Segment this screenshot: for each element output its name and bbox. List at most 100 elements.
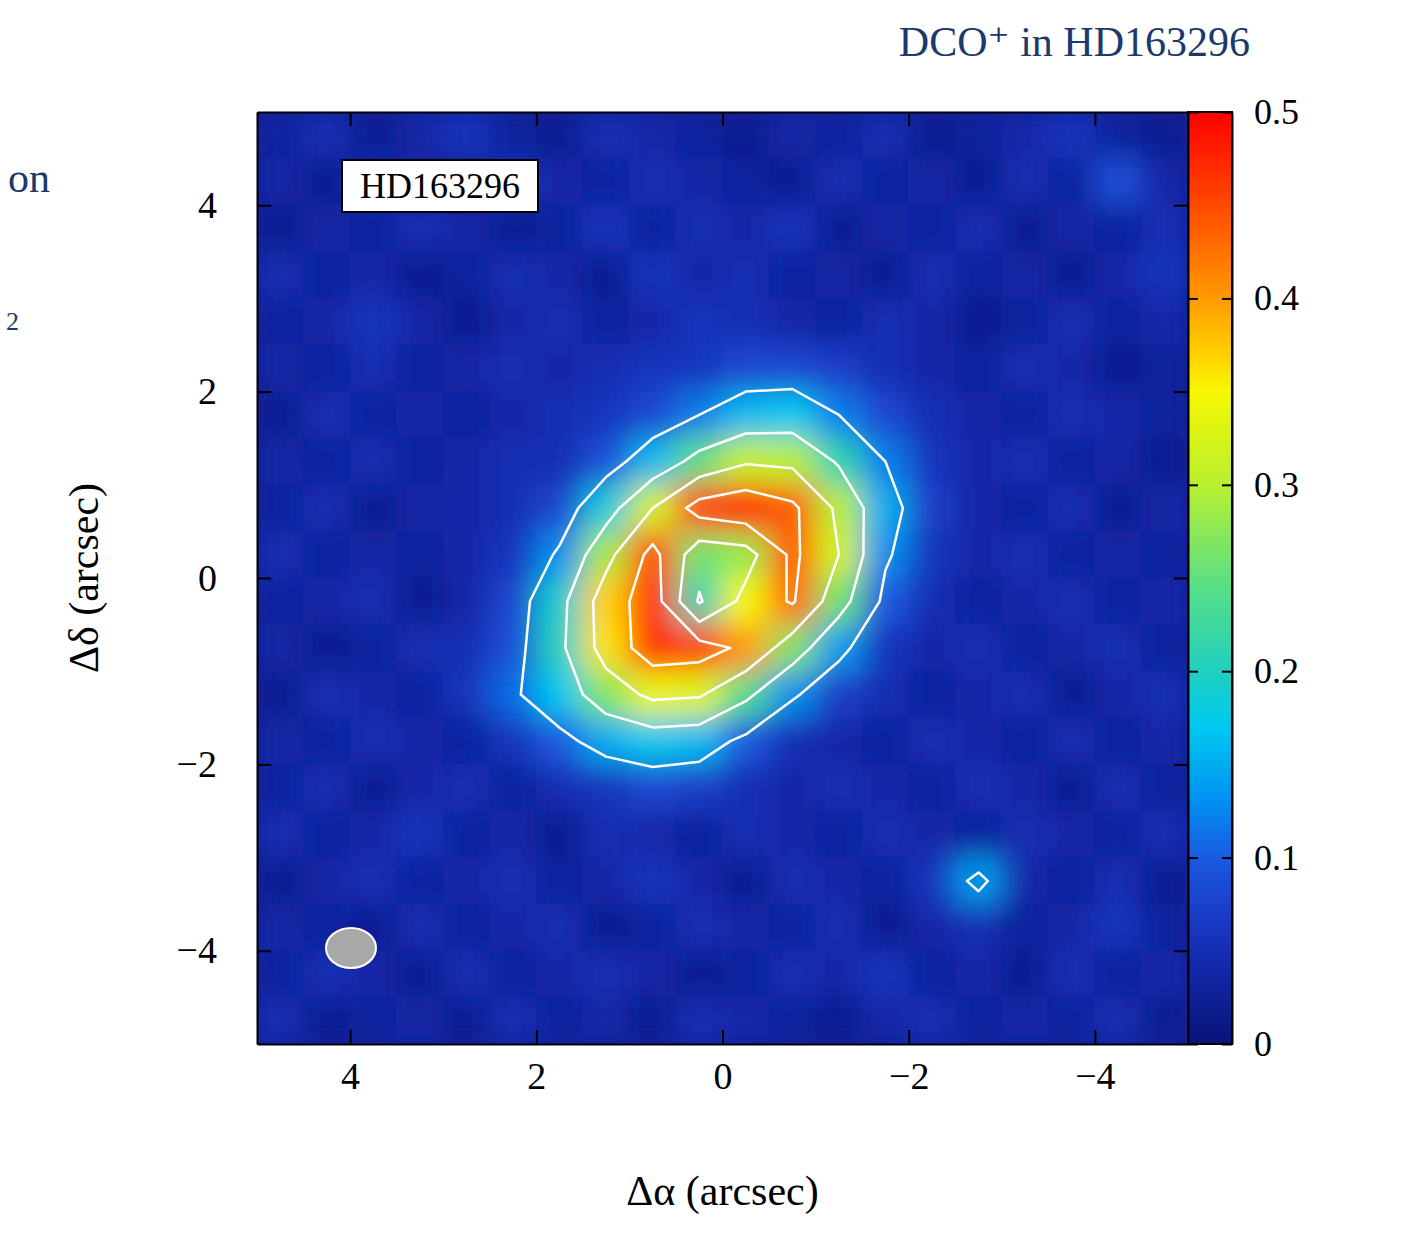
heatmap-cell [1094, 158, 1142, 206]
heatmap-cell [1141, 578, 1188, 626]
heatmap-cell [675, 811, 723, 859]
heatmap-cell [443, 671, 491, 719]
heatmap-cell [443, 298, 491, 346]
tick: 0 [1222, 1024, 1272, 1064]
heatmap-cell [582, 950, 630, 998]
heatmap-cell [1048, 251, 1096, 299]
tick [1174, 578, 1188, 579]
tick-mark [1188, 112, 1198, 114]
heatmap-cell [722, 904, 770, 952]
heatmap-cell [1094, 857, 1142, 905]
heatmap-cell [350, 391, 398, 439]
heatmap-cell [955, 997, 1003, 1044]
tick-label: −4 [1075, 1055, 1115, 1097]
heatmap-cell [1001, 578, 1049, 626]
heatmap-cell [722, 531, 770, 579]
heatmap-cell [769, 811, 817, 859]
tick-mark [1094, 112, 1096, 126]
heatmap-cell [536, 624, 584, 672]
heatmap-cell [955, 531, 1003, 579]
heatmap-cell [303, 345, 351, 393]
heatmap-cell [257, 997, 304, 1044]
heatmap-cell [443, 438, 491, 486]
beam [326, 928, 376, 968]
heatmap-cell [908, 205, 956, 253]
heatmap-cell [862, 112, 910, 159]
tick: 0.1 [1222, 838, 1299, 878]
heatmap-cell [862, 624, 910, 672]
heatmap-cell [955, 484, 1003, 532]
heatmap-cell [862, 345, 910, 393]
heatmap-cell [908, 391, 956, 439]
heatmap-cell [1048, 671, 1096, 719]
heatmap-cell [629, 578, 677, 626]
heatmap-cell [1141, 205, 1188, 253]
heatmap-cell [955, 298, 1003, 346]
heatmap-cell [536, 950, 584, 998]
tick-mark [536, 1030, 538, 1044]
heatmap-cell [955, 811, 1003, 859]
axis-line [1188, 113, 1190, 1045]
heatmap-cell [1001, 158, 1049, 206]
heatmap-cell [815, 438, 863, 486]
plot-area [257, 112, 1188, 1044]
heatmap-cell [536, 997, 584, 1044]
heatmap-cell [908, 950, 956, 998]
heatmap-cell [1141, 950, 1188, 998]
heatmap-cell [350, 857, 398, 905]
tick-mark [908, 112, 910, 126]
tick-mark [1174, 205, 1188, 207]
heatmap-cell [489, 345, 537, 393]
heatmap-cell [815, 112, 863, 159]
heatmap-cell [862, 251, 910, 299]
heatmap-cell [257, 345, 304, 393]
tick-label: 0 [1254, 1024, 1272, 1064]
slide-text-fragment: 2 [6, 307, 19, 336]
heatmap-cell [1094, 717, 1142, 765]
heatmap-cell [257, 764, 304, 812]
label-box-text: HD163296 [360, 166, 520, 206]
heatmap-cell [443, 997, 491, 1044]
heatmap-cell [629, 764, 677, 812]
tick-label: 4 [341, 1055, 360, 1097]
heatmap-cell [629, 671, 677, 719]
heatmap-cell [350, 298, 398, 346]
heatmap-cell [536, 531, 584, 579]
tick-mark [722, 1030, 724, 1044]
heatmap-cell [396, 671, 444, 719]
heatmap-cell [908, 904, 956, 952]
heatmap-cell [955, 205, 1003, 253]
heatmap-cell [815, 205, 863, 253]
tick [909, 112, 910, 126]
heatmap-cell [257, 811, 304, 859]
heatmap-cell [303, 251, 351, 299]
heatmap-cell [350, 578, 398, 626]
heatmap-cell [489, 624, 537, 672]
heatmap-cell [303, 717, 351, 765]
heatmap-cell [350, 345, 398, 393]
heatmap-cell [629, 205, 677, 253]
heatmap-cell [257, 857, 304, 905]
heatmap-cell [257, 717, 304, 765]
tick [723, 112, 724, 126]
heatmap-cell [257, 484, 304, 532]
heatmap-cell [769, 158, 817, 206]
heatmap-cell [489, 391, 537, 439]
heatmap-cell [955, 578, 1003, 626]
heatmap-cell [396, 298, 444, 346]
heatmap-cell [722, 950, 770, 998]
heatmap-cell [443, 624, 491, 672]
heatmap-cell [629, 904, 677, 952]
heatmap-cell [489, 298, 537, 346]
cells [257, 112, 1188, 1044]
heatmap-cell [908, 438, 956, 486]
heatmap-cell [955, 438, 1003, 486]
heatmap-cell [1001, 857, 1049, 905]
tick-mark [350, 112, 352, 126]
heatmap-cell [489, 811, 537, 859]
tick [1188, 671, 1198, 672]
heatmap-cell [303, 112, 351, 159]
heatmap-cell [396, 950, 444, 998]
axis [258, 112, 1189, 126]
heatmap-cell [862, 717, 910, 765]
